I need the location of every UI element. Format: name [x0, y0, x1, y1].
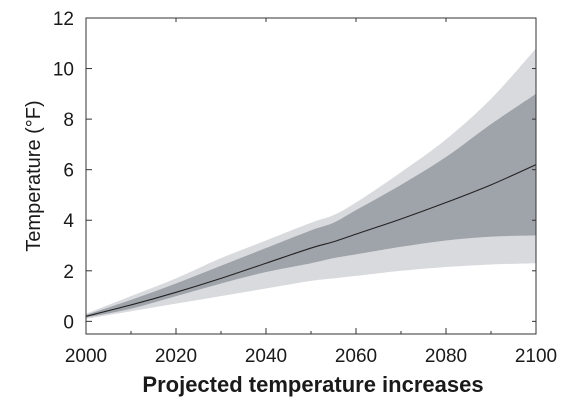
x-tick-label-2020: 2020 — [155, 346, 197, 367]
projection-line-1 — [85, 164, 537, 317]
x-tick-label-2100: 2100 — [515, 346, 557, 367]
axis-ticks — [85, 17, 537, 334]
y-tick-label-10: 10 — [53, 60, 74, 81]
y-tick-label-6: 6 — [63, 161, 74, 182]
x-tick-label-2000: 2000 — [65, 346, 107, 367]
y-tick-label-2: 2 — [63, 262, 74, 283]
x-tick-label-2080: 2080 — [425, 346, 467, 367]
tick-labels: 0 2 4 6 8 10 12 2000 2020 2040 2060 2080 2100 — [53, 9, 557, 367]
y-axis-label: Temperature (°F) — [23, 100, 45, 251]
uncertainty-band-2 — [86, 93, 536, 318]
x-tick-label-2060: 2060 — [335, 346, 377, 367]
uncertainty-bands — [86, 48, 536, 319]
y-tick-label-12: 12 — [53, 9, 74, 30]
y-tick-label-4: 4 — [63, 211, 74, 232]
y-tick-label-8: 8 — [63, 110, 74, 131]
uncertainty-band-1 — [86, 48, 536, 319]
x-tick-label-2040: 2040 — [245, 346, 287, 367]
chart-title: Projected temperature increases — [142, 372, 483, 397]
y-tick-label-0: 0 — [63, 312, 74, 333]
projection-lines — [85, 164, 537, 317]
